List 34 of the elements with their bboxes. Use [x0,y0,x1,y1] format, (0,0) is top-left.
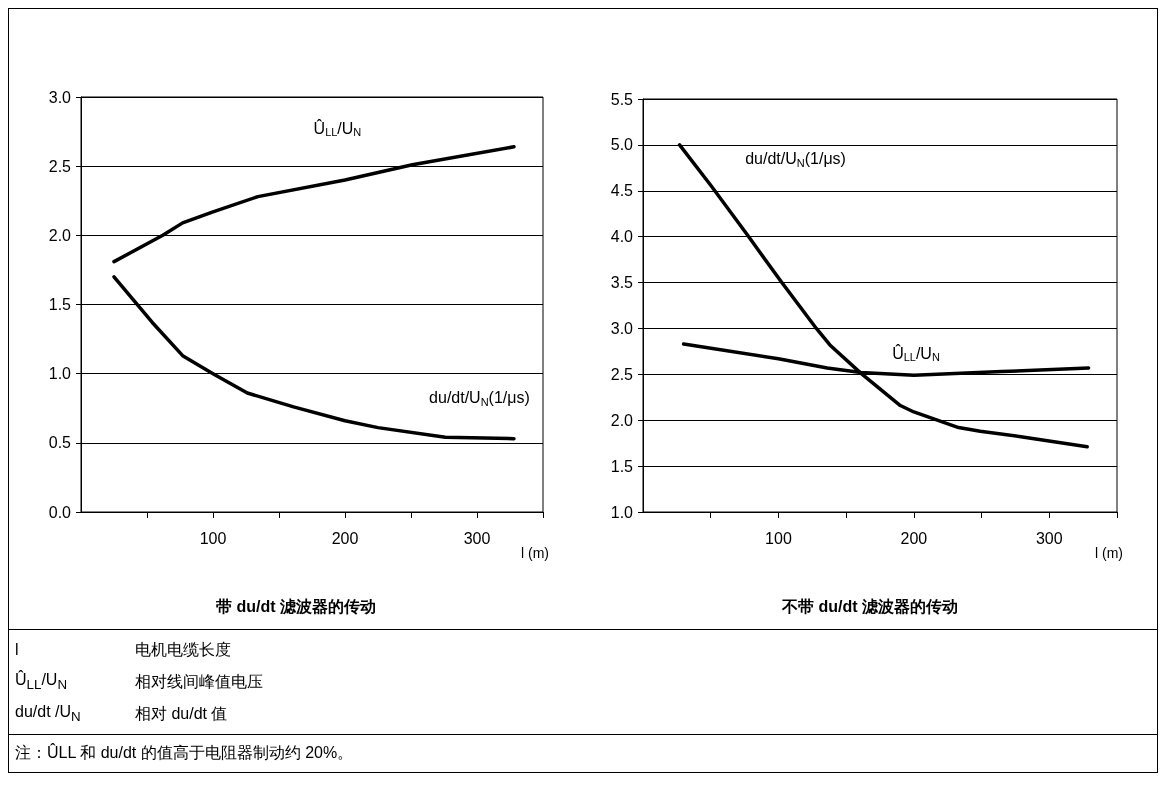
y-tick-label: 4.0 [610,228,634,246]
x-axis-title: l (m) [1095,545,1124,561]
y-tick-label: 5.5 [610,90,634,108]
text: 电机电缆长度 [135,639,231,660]
text: 带 du/dt 滤波器的传动 [216,597,376,615]
text: 不带 du/dt 滤波器的传动 [781,597,958,615]
x-axis-title: l (m) [521,545,550,561]
y-tick-label: 3.5 [610,274,634,292]
y-tick-label: 1.0 [48,365,72,383]
y-tick-label: 0.0 [48,503,72,521]
text: 注：ÛLL 和 du/dt 的值高于电阻器制动约 20%。 [9,734,1157,772]
x-tick-label: 300 [1035,529,1063,547]
x-tick-label: 100 [765,529,792,547]
y-tick-label: 0.5 [48,434,72,452]
y-tick-label: 3.0 [610,319,634,337]
y-tick-label: 4.5 [610,182,634,200]
y-tick-label: 2.0 [48,226,72,244]
y-tick-label: 1.0 [610,503,634,521]
y-tick-label: 2.0 [610,411,634,429]
text: du/dt /U$_{N}$ [15,703,82,725]
y-tick-label: 1.5 [48,296,72,313]
y-tick-label: 3.0 [48,88,72,106]
text: Û$_{LL}$/U$_{N}$ [15,671,69,693]
y-tick-label: 2.5 [610,365,634,383]
y-tick-label: 1.5 [610,457,634,475]
y-tick-label: 5.0 [610,136,634,154]
x-tick-label: 200 [900,529,928,547]
x-tick-label: 200 [331,529,359,547]
text: 相对线间峰值电压 [135,671,263,692]
text: 相对 du/dt 值 [135,703,228,724]
x-tick-label: 300 [463,529,491,547]
x-tick-label: 100 [199,529,227,547]
y-tick-label: 2.5 [48,157,72,175]
text: l [15,641,20,659]
